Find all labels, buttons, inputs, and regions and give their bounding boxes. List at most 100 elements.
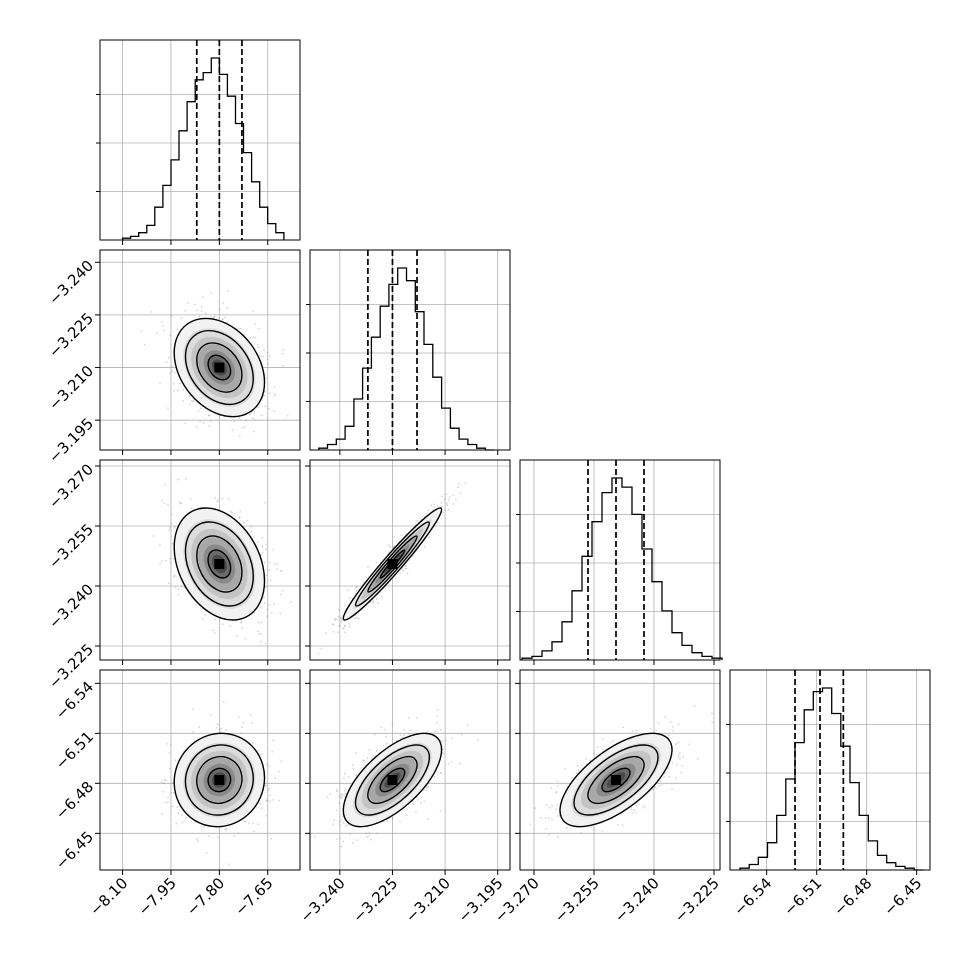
sample-point — [225, 827, 227, 830]
contour-line — [342, 732, 443, 828]
sample-point — [340, 617, 343, 620]
density-panel-1-0 — [99, 249, 301, 451]
sample-point — [447, 763, 450, 765]
sample-point — [441, 495, 444, 498]
sample-point — [261, 545, 264, 548]
sample-point — [250, 530, 253, 533]
sample-point — [272, 799, 275, 801]
sample-point — [356, 839, 359, 842]
sample-point — [227, 863, 230, 866]
sample-point — [165, 743, 168, 745]
sample-point — [380, 726, 383, 728]
sample-point — [199, 407, 202, 410]
sample-point — [180, 502, 183, 504]
sample-point — [340, 619, 343, 621]
sample-point — [195, 426, 198, 428]
sample-point — [376, 601, 379, 604]
sample-point — [282, 349, 285, 351]
histogram-panel-1 — [306, 249, 511, 451]
sample-point — [168, 752, 171, 755]
sample-point — [235, 635, 238, 637]
sample-point — [355, 774, 358, 777]
sample-point — [344, 772, 346, 775]
sample-point — [205, 852, 208, 855]
sample-point — [342, 840, 345, 843]
sample-point — [450, 761, 453, 763]
sample-point — [548, 834, 550, 836]
panel-frame — [309, 249, 511, 451]
sample-point — [452, 503, 455, 505]
sample-point — [270, 612, 273, 614]
sample-point — [441, 740, 444, 743]
sample-point — [416, 716, 418, 719]
sample-point — [202, 421, 205, 424]
sample-point — [248, 822, 251, 825]
sample-point — [204, 614, 207, 617]
sample-point — [373, 733, 376, 736]
sample-point — [332, 623, 335, 626]
sample-point — [557, 835, 559, 838]
sample-point — [345, 788, 347, 791]
sample-point — [260, 621, 263, 624]
sample-point — [340, 793, 343, 795]
sample-point — [387, 544, 390, 546]
sample-point — [251, 742, 254, 744]
sample-point — [340, 796, 343, 799]
sample-point — [241, 626, 244, 629]
sample-point — [439, 810, 442, 812]
sample-point — [192, 708, 194, 710]
sample-point — [455, 498, 457, 501]
sample-point — [179, 502, 182, 505]
sample-point — [452, 494, 454, 497]
sample-point — [217, 499, 219, 502]
sample-point — [203, 825, 206, 827]
sample-point — [337, 615, 340, 618]
contour-line — [207, 549, 232, 579]
sample-point — [200, 305, 203, 308]
sample-point — [268, 604, 271, 606]
sample-point — [265, 799, 268, 802]
sample-point — [245, 419, 247, 422]
sample-point — [212, 629, 215, 631]
sample-point — [415, 810, 417, 813]
sample-point — [249, 413, 251, 416]
sample-point — [338, 821, 341, 823]
sample-point — [237, 832, 240, 834]
sample-point — [368, 834, 371, 837]
sample-point — [333, 819, 335, 821]
sample-point — [439, 772, 442, 775]
sample-point — [257, 541, 259, 543]
contour-line — [207, 354, 232, 381]
sample-point — [170, 522, 173, 525]
sample-point — [260, 633, 263, 636]
sample-point — [163, 329, 166, 332]
sample-point — [366, 835, 368, 838]
sample-point — [336, 618, 339, 621]
sample-point — [405, 567, 408, 570]
sample-point — [344, 792, 347, 795]
sample-point — [355, 752, 358, 754]
sample-point — [436, 715, 439, 718]
sample-point — [176, 806, 179, 809]
sample-point — [402, 569, 405, 572]
sample-point — [282, 365, 284, 367]
sample-point — [346, 823, 349, 826]
sample-point — [348, 623, 351, 625]
sample-point — [208, 425, 211, 427]
sample-point — [268, 407, 270, 410]
sample-point — [199, 420, 202, 423]
sample-point — [189, 403, 192, 406]
sample-point — [269, 579, 272, 582]
sample-point — [218, 308, 221, 310]
sample-point — [409, 729, 412, 732]
sample-point — [169, 557, 172, 560]
sample-point — [256, 343, 259, 346]
sample-point — [576, 764, 579, 767]
sample-point — [264, 586, 267, 588]
sample-point — [399, 572, 401, 575]
sample-point — [266, 417, 269, 420]
sample-point — [252, 417, 254, 420]
sample-point — [165, 779, 167, 782]
sample-point — [332, 823, 335, 826]
sample-point — [210, 420, 213, 423]
